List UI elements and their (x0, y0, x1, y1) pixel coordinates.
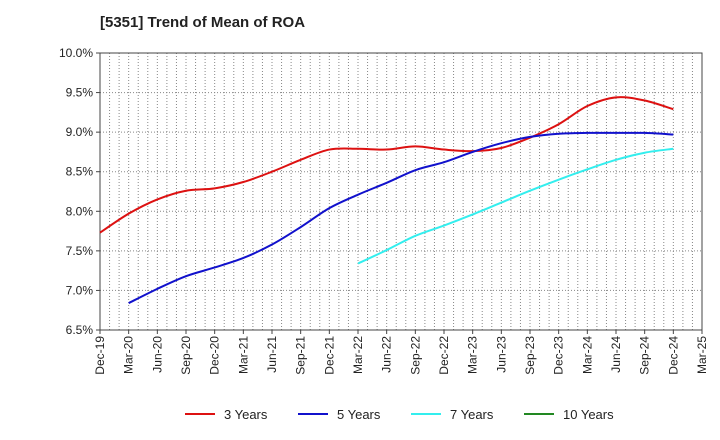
legend-label: 10 Years (563, 407, 614, 422)
legend: 3 Years 5 Years 7 Years 10 Years (185, 407, 614, 422)
x-tick-label: Jun-22 (380, 336, 394, 373)
x-tick-label: Mar-25 (695, 336, 709, 374)
legend-label: 3 Years (224, 407, 268, 422)
y-tick-label: 9.0% (66, 125, 94, 139)
x-tick-label: Dec-23 (552, 336, 566, 375)
legend-label: 7 Years (450, 407, 494, 422)
y-tick-label: 7.5% (66, 244, 94, 258)
x-tick-label: Mar-23 (466, 336, 480, 374)
x-tick-label: Sep-20 (179, 336, 193, 375)
series-line-7-years (357, 147, 674, 265)
x-tick-label: Mar-20 (122, 336, 136, 374)
x-tick-label: Jun-23 (494, 336, 508, 373)
x-tick-label: Dec-24 (666, 336, 680, 375)
grid (99, 52, 702, 331)
x-tick-label: Mar-24 (580, 336, 594, 374)
x-tick-label: Dec-19 (93, 336, 107, 375)
x-tick-label: Dec-21 (322, 336, 336, 375)
y-tick-label: 8.0% (66, 204, 94, 218)
x-tick-label: Jun-21 (265, 336, 279, 373)
x-tick-label: Dec-22 (437, 336, 451, 375)
x-tick-label: Dec-20 (208, 336, 222, 375)
axes (96, 52, 703, 334)
y-tick-label: 6.5% (66, 323, 94, 337)
x-tick-label: Sep-24 (638, 336, 652, 375)
y-tick-label: 10.0% (59, 46, 93, 60)
x-tick-label: Sep-22 (408, 336, 422, 375)
x-tick-label: Mar-21 (236, 336, 250, 374)
plot-frame (99, 52, 703, 331)
x-tick-label: Sep-21 (294, 336, 308, 375)
x-tick-label: Mar-22 (351, 336, 365, 374)
tick-labels: 6.5% 7.0% 7.5% 8.0% 8.5% 9.0% 9.5% 10.0% Dec-19 M… (59, 46, 709, 375)
legend-label: 5 Years (337, 407, 381, 422)
y-tick-label: 7.0% (66, 283, 94, 297)
y-tick-label: 8.5% (66, 165, 94, 179)
x-tick-label: Jun-24 (609, 336, 623, 373)
x-tick-label: Jun-20 (150, 336, 164, 373)
series-lines (99, 96, 674, 304)
series-line-3-years (99, 96, 674, 234)
y-tick-label: 9.5% (66, 86, 94, 100)
series-line-5-years (128, 131, 674, 304)
x-tick-label: Sep-23 (523, 336, 537, 375)
chart-title: [5351] Trend of Mean of ROA (100, 14, 306, 31)
